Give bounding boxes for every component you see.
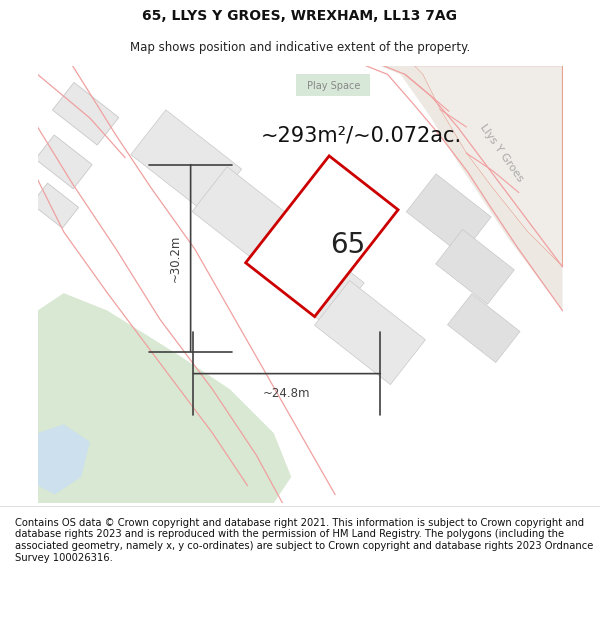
Text: Llys Y Groes: Llys Y Groes xyxy=(478,122,525,184)
Polygon shape xyxy=(38,424,90,494)
Text: Contains OS data © Crown copyright and database right 2021. This information is : Contains OS data © Crown copyright and d… xyxy=(15,518,593,562)
Text: 65, LLYS Y GROES, WREXHAM, LL13 7AG: 65, LLYS Y GROES, WREXHAM, LL13 7AG xyxy=(143,9,458,23)
Polygon shape xyxy=(406,174,491,255)
Text: 65: 65 xyxy=(331,231,366,259)
Text: ~293m²/~0.072ac.: ~293m²/~0.072ac. xyxy=(260,126,462,146)
Text: Map shows position and indicative extent of the property.: Map shows position and indicative extent… xyxy=(130,41,470,54)
Polygon shape xyxy=(38,293,291,503)
Polygon shape xyxy=(314,281,425,384)
Text: ~24.8m: ~24.8m xyxy=(263,387,311,400)
Polygon shape xyxy=(436,229,514,304)
Polygon shape xyxy=(296,74,370,96)
Polygon shape xyxy=(253,224,364,328)
Polygon shape xyxy=(414,66,563,267)
Polygon shape xyxy=(448,294,520,362)
Polygon shape xyxy=(379,66,563,311)
Polygon shape xyxy=(131,110,242,214)
Polygon shape xyxy=(192,167,303,271)
Text: Play Space: Play Space xyxy=(307,81,360,91)
Text: ~30.2m: ~30.2m xyxy=(169,234,182,282)
Polygon shape xyxy=(52,82,119,145)
Polygon shape xyxy=(35,135,92,189)
Polygon shape xyxy=(245,156,398,317)
Polygon shape xyxy=(31,183,79,228)
